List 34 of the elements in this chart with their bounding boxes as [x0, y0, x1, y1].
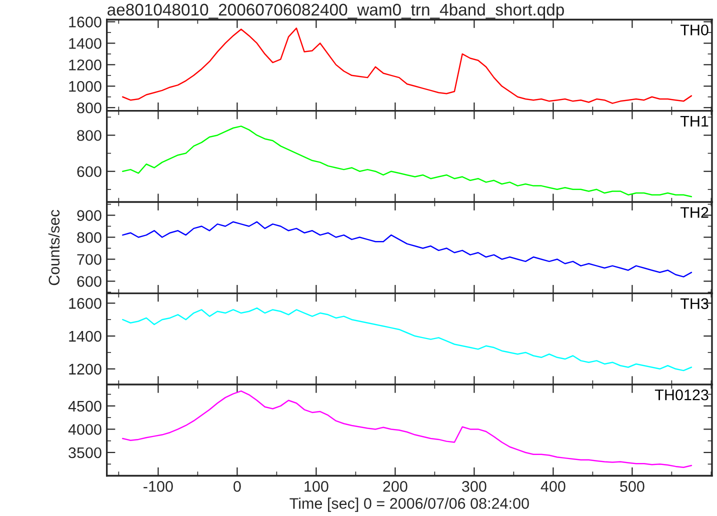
x-tick-label: -100: [144, 481, 173, 492]
text: TH3: [680, 298, 708, 310]
y-tick-label: 4000: [68, 424, 102, 435]
y-tick-label: 1400: [69, 38, 102, 49]
y-tick-label: 1600: [69, 16, 102, 28]
y-tick-label: 1200: [69, 60, 102, 70]
x-tick-label: 400: [540, 481, 566, 492]
x-tick-label: 300: [462, 481, 486, 492]
text: TH0: [680, 24, 708, 36]
y-axis-title: Counts/sec: [48, 210, 60, 286]
text: TH1: [680, 116, 708, 126]
text: TH2: [680, 207, 708, 218]
x-tick-label: 500: [620, 481, 644, 492]
line-series: [122, 126, 692, 198]
y-tick-label: 1600: [69, 298, 102, 309]
x-tick-label: 0: [234, 481, 241, 492]
y-tick-label: 800: [77, 232, 102, 243]
x-tick-label: 200: [383, 481, 408, 492]
y-tick-label: 1200: [69, 364, 102, 375]
y-tick-label: 700: [77, 254, 102, 265]
y-tick-label: 800: [77, 102, 102, 114]
y-tick-label: 1400: [69, 330, 102, 342]
y-tick-label: 4500: [68, 400, 102, 412]
y-tick-label: 900: [77, 210, 102, 221]
y-tick-label: 800: [77, 130, 102, 141]
line-series: [122, 221, 692, 278]
y-tick-label: 1000: [69, 81, 102, 92]
x-axis-title: Time [sec] 0 = 2006/07/06 08:24:00: [290, 498, 529, 512]
y-tick-label: 600: [77, 276, 102, 287]
y-tick-label: 3500: [68, 447, 102, 458]
chart-title: ae801048010_20060706082400_wam0_trn_4band_short.qdp: [108, 3, 564, 19]
x-tick-label: 100: [304, 481, 328, 492]
y-tick-label: 600: [77, 166, 102, 178]
text: TH0123: [654, 389, 708, 400]
